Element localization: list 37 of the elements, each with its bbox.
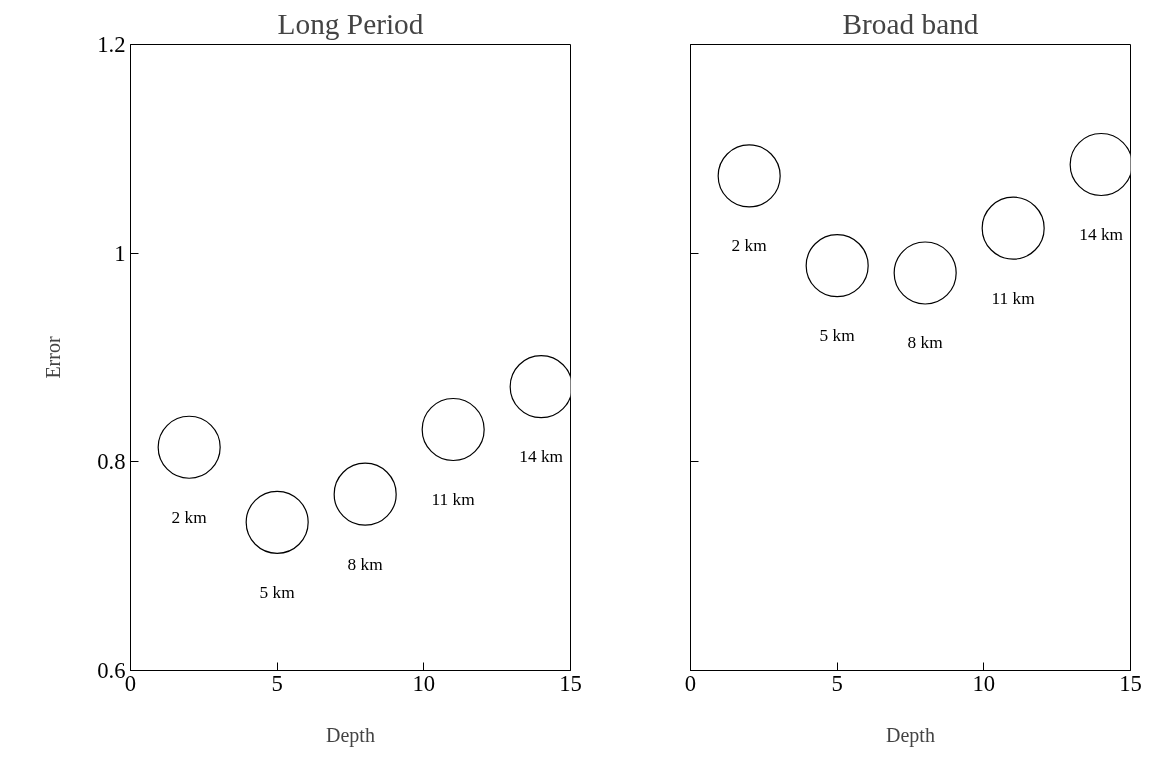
x-tick-label: 10 bbox=[972, 670, 996, 696]
point bbox=[333, 462, 397, 526]
x-tick-label: 5 bbox=[831, 670, 843, 696]
annotation: 8 km bbox=[347, 554, 384, 574]
x-tick-label: 0 bbox=[684, 670, 697, 696]
y-tick-label: 1 bbox=[114, 240, 126, 266]
point bbox=[509, 355, 571, 419]
point bbox=[717, 144, 781, 208]
point bbox=[805, 234, 869, 298]
annotation: 14 km bbox=[519, 447, 564, 467]
y-tick-label: 0.6 bbox=[97, 658, 126, 683]
x-tick-label: 15 bbox=[1119, 670, 1142, 696]
x-tick-label: 10 bbox=[412, 670, 436, 696]
annotation: 5 km bbox=[259, 582, 296, 602]
y-tick-label: 1.2 bbox=[97, 32, 126, 57]
annotation: 8 km bbox=[907, 333, 944, 353]
point bbox=[981, 196, 1045, 260]
chart-title: Long Period bbox=[277, 7, 424, 40]
y-tick-label: 0.8 bbox=[97, 449, 126, 475]
annotation: 2 km bbox=[171, 507, 208, 527]
annotation: 2 km bbox=[731, 236, 768, 256]
point bbox=[1069, 132, 1131, 197]
annotation: 5 km bbox=[819, 326, 856, 346]
x-tick-label: 0 bbox=[124, 670, 137, 696]
x-axis-title: Depth bbox=[326, 723, 375, 747]
point bbox=[157, 415, 221, 479]
y-axis-title: Error bbox=[42, 336, 65, 379]
annotation: 14 km bbox=[1079, 224, 1124, 244]
point bbox=[893, 241, 957, 305]
point bbox=[421, 397, 485, 462]
x-tick-label: 15 bbox=[559, 670, 582, 696]
x-axis-title: Depth bbox=[886, 723, 935, 747]
x-tick-label: 5 bbox=[271, 670, 283, 696]
annotation: 11 km bbox=[991, 288, 1036, 308]
chart-title: Broad band bbox=[842, 7, 979, 40]
point bbox=[245, 490, 309, 554]
annotation: 11 km bbox=[431, 489, 476, 509]
